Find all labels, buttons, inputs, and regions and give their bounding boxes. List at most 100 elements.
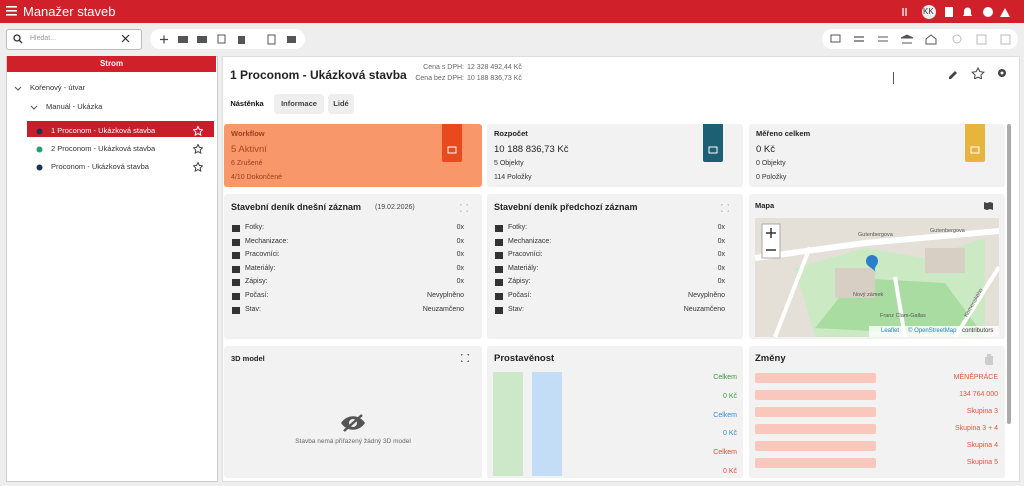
row-value: 0x <box>717 264 725 272</box>
model-card <box>224 346 482 478</box>
map-label: Franz Clam-Gallas <box>880 313 926 319</box>
menu-icon[interactable] <box>6 6 17 16</box>
card-icon <box>703 124 723 162</box>
action-icons[interactable] <box>158 34 298 45</box>
progress-bar <box>532 372 562 476</box>
change-label: 134 764 000 <box>959 391 998 398</box>
change-label: Skupina 4 <box>966 442 998 449</box>
change-bar <box>755 407 876 417</box>
map-label: Gutenbergova <box>930 228 965 234</box>
card-value: 10 188 836,73 Kč <box>494 144 569 155</box>
tab[interactable]: Lidé <box>328 94 354 114</box>
change-label: MÉNĚPRÁCE <box>953 374 998 381</box>
tree-toggle[interactable] <box>14 85 22 94</box>
tab[interactable]: Informace <box>274 94 324 114</box>
card-title: Změny <box>755 353 786 364</box>
row-icon <box>231 238 241 249</box>
top-icons[interactable] <box>900 5 1020 19</box>
expand-icon[interactable] <box>460 353 470 364</box>
change-bar <box>755 390 876 400</box>
tree-item[interactable]: Kořenový - útvar <box>30 83 86 92</box>
clear-icon[interactable] <box>121 34 130 43</box>
map-attribution[interactable]: Leaflet <box>881 328 900 334</box>
card-line: 4/10 Dokončené <box>231 174 282 181</box>
budget-card <box>487 124 743 187</box>
tab[interactable]: Nástěnka <box>230 99 264 108</box>
row-value: 0x <box>456 237 464 245</box>
progress-label: 0 Kč <box>722 430 737 438</box>
row-value: Neuzamčeno <box>683 305 725 313</box>
hidden-icon <box>340 413 366 435</box>
row-value: 0x <box>717 237 725 245</box>
row-label: Fotky: <box>245 224 265 231</box>
tree-panel <box>6 56 218 482</box>
tree-dot <box>36 164 43 173</box>
hand-icon[interactable] <box>983 352 995 367</box>
row-label: Mechanizace: <box>245 237 289 245</box>
row-icon <box>494 224 504 235</box>
card-title: Rozpočet <box>494 129 528 138</box>
row-value: 0x <box>456 278 464 286</box>
diary-today-card <box>224 194 482 339</box>
change-bar <box>755 458 876 468</box>
search-placeholder: Hledat... <box>30 35 57 42</box>
tree-item[interactable]: 1 Proconom - Ukázková stavba <box>51 126 156 135</box>
tree-item[interactable]: Proconom - Ukázková stavba <box>51 162 149 171</box>
row-icon <box>231 306 241 317</box>
search-box[interactable] <box>6 29 142 50</box>
search-icon <box>13 34 23 44</box>
row-value: Nevyplněno <box>427 292 464 299</box>
progress-label: Celkem <box>713 411 737 419</box>
map-label: Nový zámek <box>853 292 884 298</box>
map-attribution[interactable]: © OpenStreetMap <box>908 328 957 334</box>
row-value: 0x <box>717 224 725 231</box>
row-icon <box>494 238 504 249</box>
row-value: 0x <box>717 251 725 259</box>
row-label: Stav: <box>245 305 261 313</box>
row-icon <box>494 306 504 317</box>
row-label: Stav: <box>508 305 524 313</box>
card-line: 6 Zrušené <box>231 160 263 167</box>
row-icon <box>231 278 241 289</box>
row-label: Fotky: <box>508 224 528 231</box>
card-value: 5 Aktivní <box>231 144 267 155</box>
change-bar <box>755 424 876 434</box>
tree-toggle[interactable] <box>30 104 38 113</box>
change-label: Skupina 3 + 4 <box>954 425 998 432</box>
progress-label: Celkem <box>713 374 737 381</box>
row-label: Materiály: <box>508 264 539 272</box>
workflow-card <box>224 124 482 187</box>
progress-bar <box>493 372 523 476</box>
map-icon[interactable] <box>984 201 993 212</box>
tree-item[interactable]: 2 Proconom - Ukázková stavba <box>51 144 156 153</box>
row-icon <box>494 251 504 262</box>
expand-icon[interactable] <box>459 203 469 214</box>
change-bar <box>755 373 876 383</box>
action-toolbar <box>150 29 305 49</box>
favorite-star[interactable] <box>192 125 204 138</box>
map <box>754 218 1001 339</box>
tree-selected[interactable] <box>27 121 214 137</box>
tree-title: Strom <box>7 56 216 72</box>
scrollbar <box>1007 124 1011 424</box>
expand-icon[interactable] <box>720 203 730 214</box>
row-value: Neuzamčeno <box>422 305 464 313</box>
row-value: 0x <box>456 224 464 231</box>
card-title: Stavební deník dnešní záznam <box>231 202 362 212</box>
row-label: Pracovníci: <box>245 251 280 259</box>
card-date: (19.02.2026) <box>375 204 415 211</box>
row-label: Zápisy: <box>508 278 531 286</box>
price-label: Cena s DPH: <box>423 64 464 71</box>
view-icons[interactable] <box>830 34 1015 45</box>
project-icons[interactable] <box>947 67 1009 79</box>
favorite-star[interactable] <box>192 161 204 174</box>
change-label: Skupina 5 <box>966 459 998 466</box>
avatar[interactable]: KK <box>923 7 934 16</box>
card-line: 114 Položky <box>494 174 532 181</box>
tree-item[interactable]: Manuál - Ukázka <box>46 102 103 111</box>
favorite-star[interactable] <box>192 143 204 156</box>
row-icon <box>231 265 241 276</box>
tree-dot <box>36 146 43 155</box>
row-label: Zápisy: <box>245 278 268 286</box>
